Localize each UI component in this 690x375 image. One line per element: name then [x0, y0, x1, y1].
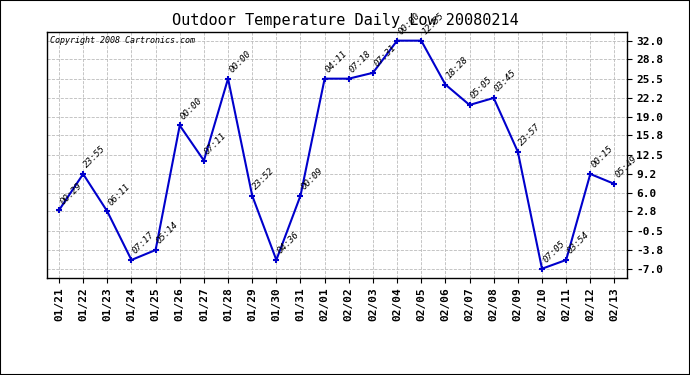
Text: 18:28: 18:28	[444, 55, 470, 80]
Text: 04:36: 04:36	[275, 230, 301, 256]
Text: 12:55: 12:55	[420, 11, 446, 36]
Text: 00:00: 00:00	[227, 49, 253, 75]
Text: 00:15: 00:15	[589, 144, 615, 170]
Text: 00:29: 00:29	[58, 181, 83, 206]
Text: Outdoor Temperature Daily Low 20080214: Outdoor Temperature Daily Low 20080214	[172, 13, 518, 28]
Text: 00:09: 00:09	[299, 166, 325, 192]
Text: 00:00: 00:00	[179, 96, 204, 121]
Text: 04:11: 04:11	[324, 49, 349, 75]
Text: 23:55: 23:55	[82, 144, 108, 170]
Text: 05:14: 05:14	[155, 220, 180, 246]
Text: 05:49: 05:49	[613, 154, 639, 180]
Text: 23:52: 23:52	[251, 166, 277, 192]
Text: 07:17: 07:17	[130, 230, 156, 256]
Text: 07:18: 07:18	[348, 49, 373, 75]
Text: 03:54: 03:54	[565, 230, 591, 256]
Text: 06:11: 06:11	[106, 182, 132, 207]
Text: Copyright 2008 Cartronics.com: Copyright 2008 Cartronics.com	[50, 36, 195, 45]
Text: 07:05: 07:05	[541, 239, 566, 264]
Text: 00:00: 00:00	[396, 11, 422, 36]
Text: 23:57: 23:57	[517, 122, 542, 148]
Text: 07:31: 07:31	[372, 43, 397, 69]
Text: 03:45: 03:45	[493, 68, 518, 94]
Text: 05:05: 05:05	[469, 75, 494, 101]
Text: 07:11: 07:11	[203, 131, 228, 156]
